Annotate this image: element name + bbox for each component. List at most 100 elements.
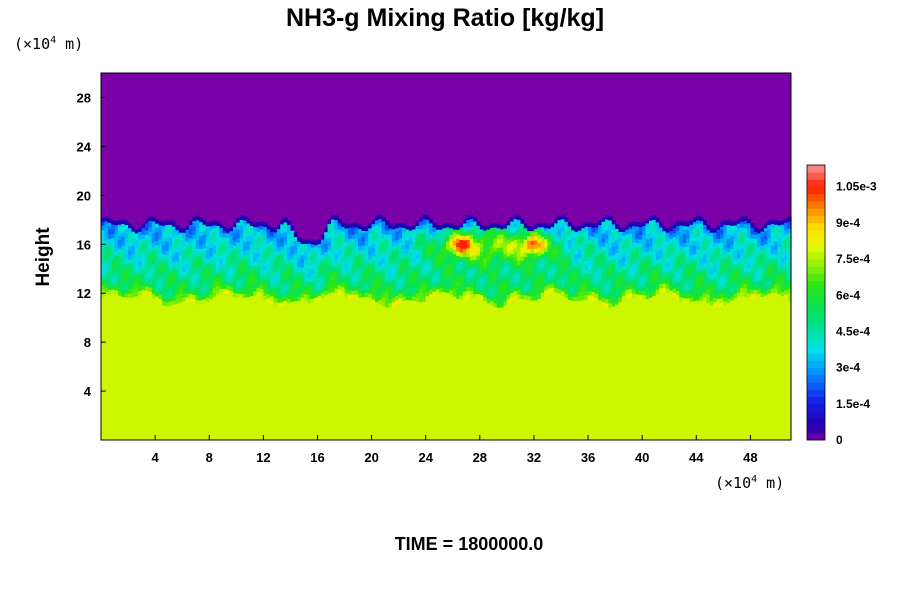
field-cell-mixed xyxy=(449,259,454,265)
field-cell-mixed xyxy=(686,289,691,295)
field-cell-mixed xyxy=(209,251,214,257)
field-cell-mixed xyxy=(293,291,298,297)
field-cell-interface xyxy=(195,215,200,221)
field-cell-mixed xyxy=(432,227,437,232)
field-cell-mixed xyxy=(314,271,319,277)
field-cell-mixed xyxy=(533,252,538,258)
field-cell-mixed xyxy=(429,293,434,299)
field-cell-mixed xyxy=(709,287,714,293)
field-cell-lower xyxy=(625,297,630,441)
field-cell-mixed xyxy=(111,280,116,286)
field-cell-mixed xyxy=(571,236,576,242)
field-cell-mixed xyxy=(777,237,782,243)
field-cell-mixed xyxy=(358,241,363,247)
field-cell-mixed xyxy=(726,268,731,274)
field-cell-mixed xyxy=(584,234,589,240)
field-cell-mixed xyxy=(462,265,467,271)
field-cell-mixed xyxy=(270,261,275,267)
field-cell-lower xyxy=(165,305,170,441)
field-cell-lower xyxy=(124,297,129,441)
field-cell-lower xyxy=(331,291,335,441)
field-cell-mixed xyxy=(158,268,163,274)
field-cell-mixed xyxy=(425,257,430,262)
field-cell-mixed xyxy=(270,248,275,254)
field-cell-mixed xyxy=(456,272,461,278)
field-cell-mixed xyxy=(314,262,319,268)
field-cell-mixed xyxy=(716,251,721,257)
field-cell-lower xyxy=(571,300,576,441)
field-cell-mixed xyxy=(608,289,613,295)
field-cell-interface xyxy=(111,220,116,225)
field-cell-mixed xyxy=(405,278,410,284)
field-cell-mixed xyxy=(581,243,586,249)
field-cell-mixed xyxy=(280,224,285,226)
field-cell-mixed xyxy=(331,240,335,246)
field-cell-mixed xyxy=(723,262,728,267)
field-cell-mixed xyxy=(368,284,373,290)
field-cell-interface xyxy=(371,219,376,224)
field-cell-interface xyxy=(229,226,234,232)
field-cell-mixed xyxy=(185,249,190,255)
field-cell-interface xyxy=(236,217,241,223)
colorbar-band xyxy=(807,338,825,347)
field-cell-mixed xyxy=(547,279,552,285)
field-cell-mixed xyxy=(131,258,136,264)
field-cell-mixed xyxy=(696,291,701,297)
colorbar-bands xyxy=(807,165,825,441)
field-cell-mixed xyxy=(232,275,237,280)
field-cell-mixed xyxy=(564,254,569,260)
y-tick-label: 8 xyxy=(84,335,91,350)
field-cell-mixed xyxy=(405,252,410,258)
field-cell-mixed xyxy=(303,246,308,252)
field-cell-mixed xyxy=(378,243,383,249)
field-cell-mixed xyxy=(435,233,440,239)
field-cell-mixed xyxy=(141,234,146,239)
field-cell-mixed xyxy=(263,239,268,245)
field-cell-mixed xyxy=(158,242,163,248)
field-cell-mixed xyxy=(753,276,758,282)
field-cell-mixed xyxy=(151,259,156,264)
field-cell-mixed xyxy=(310,255,315,261)
field-cell-mixed xyxy=(192,221,197,227)
field-cell-mixed xyxy=(347,293,352,299)
field-cell-interface xyxy=(561,214,565,220)
field-cell-interface xyxy=(740,216,745,222)
field-cell-lower xyxy=(787,300,792,441)
field-cell-mixed xyxy=(405,235,410,241)
field-cell-mixed xyxy=(648,224,653,230)
field-cell-mixed xyxy=(415,241,420,247)
field-cell-mixed xyxy=(446,288,450,293)
field-cell-interface xyxy=(283,217,288,223)
field-cell-mixed xyxy=(256,274,261,280)
field-cell-mixed xyxy=(466,247,471,253)
field-cell-lower xyxy=(374,301,379,441)
field-cell-mixed xyxy=(774,270,779,276)
field-cell-mixed xyxy=(232,232,237,238)
field-cell-mixed xyxy=(422,279,427,285)
field-cell-lower xyxy=(780,295,785,441)
field-cell-mixed xyxy=(669,272,674,278)
field-cell-mixed xyxy=(236,241,241,247)
field-cell-interface xyxy=(276,224,281,230)
field-cell-mixed xyxy=(259,262,264,268)
field-cell-lower xyxy=(232,296,237,441)
field-cell-mixed xyxy=(591,278,596,284)
field-cell-mixed xyxy=(489,292,494,298)
field-cell-mixed xyxy=(249,261,254,267)
field-cell-mixed xyxy=(246,257,251,263)
field-cell-mixed xyxy=(172,295,177,301)
field-cell-mixed xyxy=(259,275,264,281)
field-cell-mixed xyxy=(158,234,163,240)
field-cell-mixed xyxy=(182,241,187,247)
field-cell-mixed xyxy=(138,277,143,283)
field-cell-mixed xyxy=(743,279,748,284)
field-cell-mixed xyxy=(429,254,434,260)
field-cell-mixed xyxy=(699,248,704,254)
field-cell-lower xyxy=(517,298,522,441)
field-cell-mixed xyxy=(226,272,231,277)
field-cell-mixed xyxy=(757,237,762,243)
field-cell-lower xyxy=(439,291,444,441)
field-cell-mixed xyxy=(418,275,423,281)
field-cell-mixed xyxy=(249,235,254,241)
field-cell-mixed xyxy=(226,276,231,282)
